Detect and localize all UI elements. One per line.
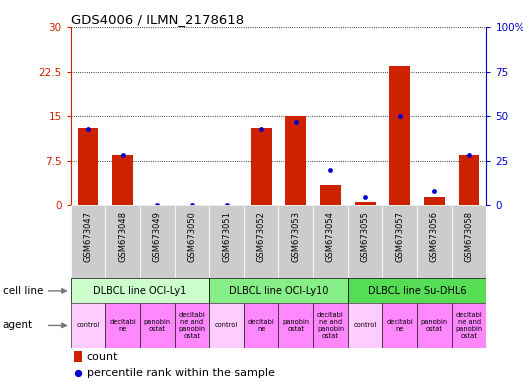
Point <box>361 194 369 200</box>
Bar <box>175 205 209 278</box>
Text: GSM673053: GSM673053 <box>291 211 300 262</box>
Text: control: control <box>354 323 377 328</box>
Bar <box>209 205 244 278</box>
Bar <box>313 205 348 278</box>
Text: GSM673049: GSM673049 <box>153 211 162 262</box>
Point <box>326 167 335 173</box>
Text: percentile rank within the sample: percentile rank within the sample <box>87 368 275 378</box>
Text: GDS4006 / ILMN_2178618: GDS4006 / ILMN_2178618 <box>71 13 244 26</box>
Text: GSM673056: GSM673056 <box>430 211 439 262</box>
Bar <box>71 303 105 348</box>
Text: DLBCL line OCI-Ly1: DLBCL line OCI-Ly1 <box>93 286 187 296</box>
Text: GSM673058: GSM673058 <box>464 211 473 262</box>
Text: DLBCL line Su-DHL6: DLBCL line Su-DHL6 <box>368 286 467 296</box>
Bar <box>244 303 278 348</box>
Bar <box>278 303 313 348</box>
Text: GSM673048: GSM673048 <box>118 211 127 262</box>
Bar <box>209 278 348 303</box>
Point <box>188 202 196 209</box>
Bar <box>348 278 486 303</box>
Bar <box>74 351 82 362</box>
Text: GSM673050: GSM673050 <box>187 211 196 262</box>
Text: GSM673047: GSM673047 <box>84 211 93 262</box>
Text: control: control <box>215 323 238 328</box>
Bar <box>348 303 382 348</box>
Text: count: count <box>87 352 118 362</box>
Text: decitabi
ne and
panobin
ostat: decitabi ne and panobin ostat <box>178 312 206 339</box>
Point <box>84 126 92 132</box>
Text: agent: agent <box>3 320 33 331</box>
Text: panobin
ostat: panobin ostat <box>144 319 171 332</box>
Point <box>74 370 82 376</box>
Point <box>118 152 127 159</box>
Bar <box>209 303 244 348</box>
Bar <box>71 205 105 278</box>
Point <box>465 152 473 159</box>
Text: cell line: cell line <box>3 286 43 296</box>
Bar <box>71 278 209 303</box>
Text: decitabi
ne and
panobin
ostat: decitabi ne and panobin ostat <box>317 312 344 339</box>
Bar <box>382 205 417 278</box>
Bar <box>105 205 140 278</box>
Bar <box>77 128 98 205</box>
Bar <box>278 205 313 278</box>
Bar <box>389 66 410 205</box>
Bar <box>348 205 382 278</box>
Bar <box>459 155 480 205</box>
Bar <box>355 202 376 205</box>
Bar <box>175 303 209 348</box>
Bar <box>251 128 271 205</box>
Bar <box>452 303 486 348</box>
Point <box>292 118 300 124</box>
Text: GSM673057: GSM673057 <box>395 211 404 262</box>
Bar <box>417 303 452 348</box>
Bar <box>286 116 306 205</box>
Text: panobin
ostat: panobin ostat <box>421 319 448 332</box>
Text: GSM673051: GSM673051 <box>222 211 231 262</box>
Text: control: control <box>76 323 99 328</box>
Point <box>257 126 265 132</box>
Point <box>395 113 404 119</box>
Text: decitabi
ne and
panobin
ostat: decitabi ne and panobin ostat <box>456 312 483 339</box>
Text: GSM673054: GSM673054 <box>326 211 335 262</box>
Bar <box>382 303 417 348</box>
Text: GSM673055: GSM673055 <box>361 211 370 262</box>
Text: decitabi
ne: decitabi ne <box>386 319 413 332</box>
Point <box>153 202 162 209</box>
Text: decitabi
ne: decitabi ne <box>109 319 136 332</box>
Text: DLBCL line OCI-Ly10: DLBCL line OCI-Ly10 <box>229 286 328 296</box>
Bar <box>112 155 133 205</box>
Bar <box>313 303 348 348</box>
Point <box>222 202 231 209</box>
Text: panobin
ostat: panobin ostat <box>282 319 310 332</box>
Bar <box>244 205 278 278</box>
Point <box>430 188 439 194</box>
Bar <box>452 205 486 278</box>
Bar <box>140 303 175 348</box>
Text: decitabi
ne: decitabi ne <box>248 319 275 332</box>
Bar <box>424 197 445 205</box>
Bar <box>105 303 140 348</box>
Text: GSM673052: GSM673052 <box>257 211 266 262</box>
Bar <box>140 205 175 278</box>
Bar <box>417 205 452 278</box>
Bar <box>320 185 341 205</box>
